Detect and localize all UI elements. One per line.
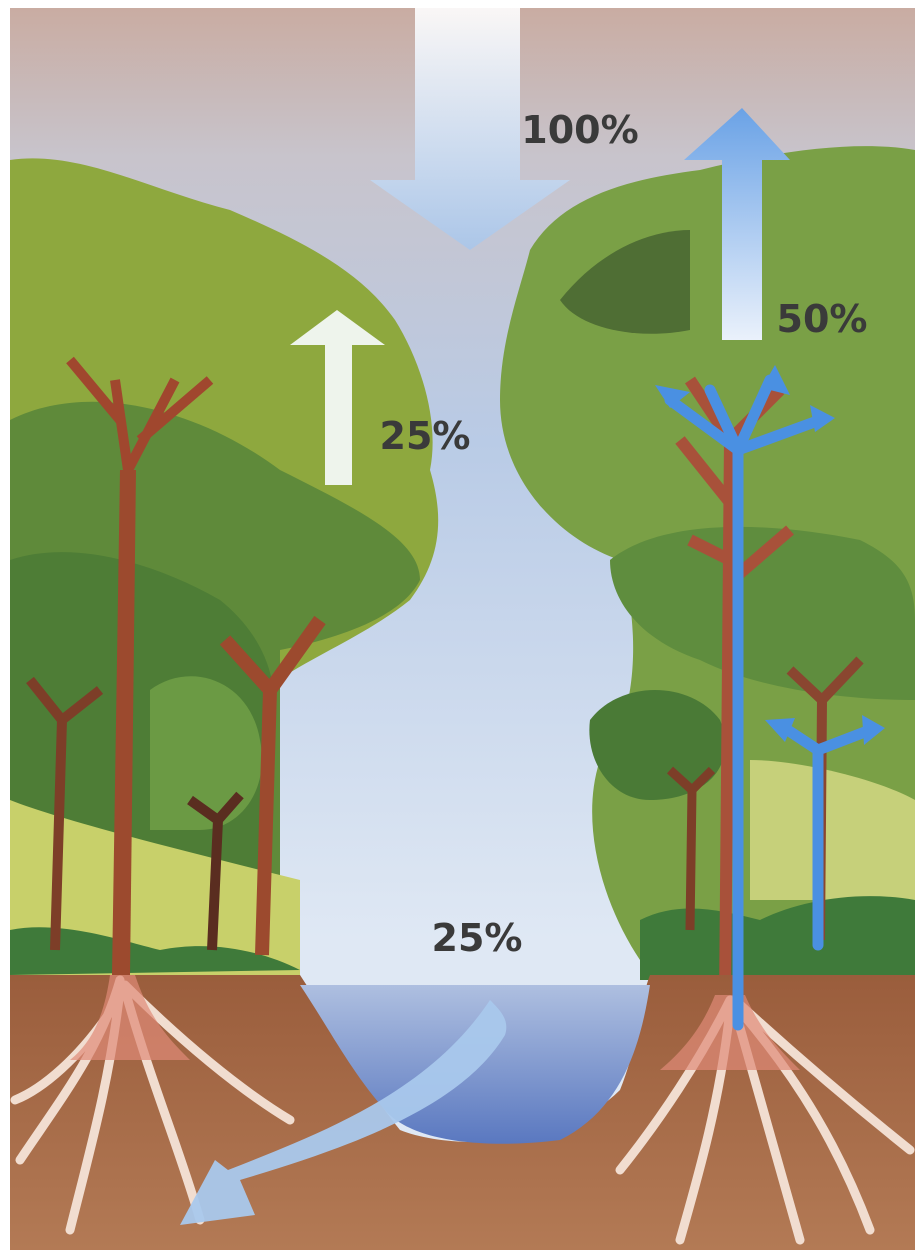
percent-label: 25% [432,916,523,960]
percent-label: 25% [380,414,471,458]
page: {"labels": [{"text": "100%"}, {"text": "… [0,0,919,1250]
rainforest-water-cycle: 100% 50% 25% 25% [0,0,919,1250]
percent-label: 50% [777,297,868,341]
percent-label: 100% [521,108,638,152]
